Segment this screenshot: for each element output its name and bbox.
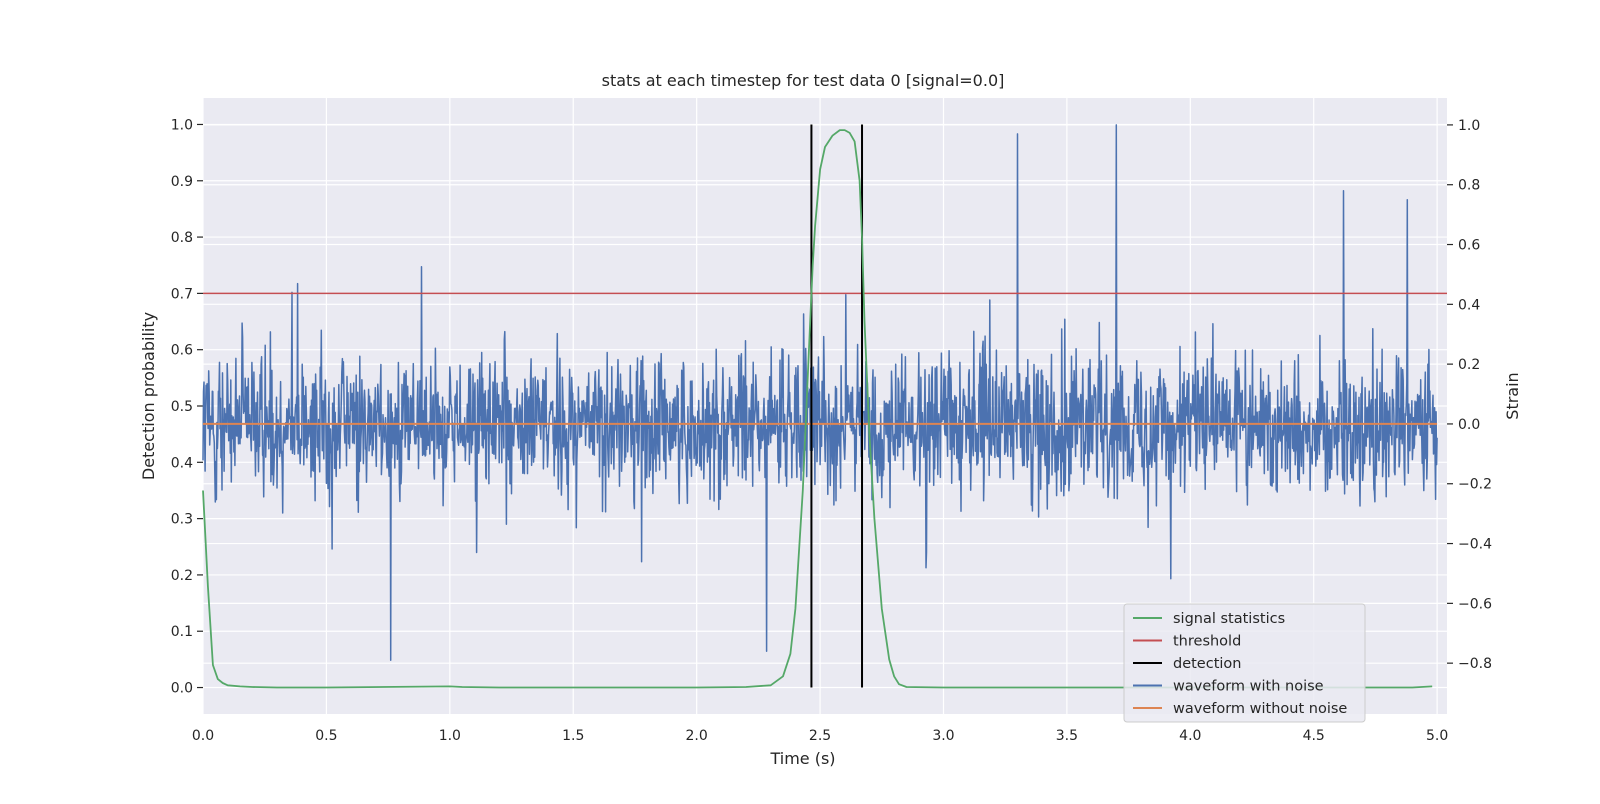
y-left-tick-label: 0.5	[171, 399, 193, 415]
y-right-tick-label: 0.0	[1458, 417, 1480, 433]
y-axis-label-right: Strain	[1503, 372, 1522, 419]
y-left-tick-label: 0.8	[171, 230, 193, 246]
y-right-tick-label: 0.4	[1458, 297, 1480, 313]
y-right-tick-label: −0.8	[1458, 656, 1492, 672]
y-right-tick-label: 0.2	[1458, 357, 1480, 373]
x-tick-label: 4.0	[1179, 728, 1201, 744]
y-left-tick-label: 0.9	[171, 174, 193, 190]
x-tick-label: 3.0	[932, 728, 954, 744]
x-tick-label: 4.5	[1303, 728, 1325, 744]
legend-label: threshold	[1173, 634, 1241, 650]
y-left-tick-label: 1.0	[171, 117, 193, 133]
y-left-tick-label: 0.3	[171, 512, 193, 528]
x-tick-label: 2.0	[686, 728, 708, 744]
series-signal-statistics	[202, 129, 1433, 689]
x-tick-label: 5.0	[1426, 728, 1448, 744]
y-right-tick-label: 0.6	[1458, 238, 1480, 254]
legend: signal statistics threshold detection wavef…	[1123, 603, 1366, 723]
legend-label: detection	[1173, 656, 1241, 672]
legend-label: waveform with noise	[1173, 679, 1324, 695]
y-right-tick-label: −0.2	[1458, 477, 1492, 493]
x-tick-label: 0.5	[315, 728, 337, 744]
series-waveform-with-noise	[202, 124, 1438, 661]
legend-label: signal statistics	[1173, 611, 1285, 627]
x-axis-label: Time (s)	[769, 749, 835, 768]
x-tick-label: 0.0	[192, 728, 214, 744]
x-tick-label: 1.0	[439, 728, 461, 744]
y-left-tick-label: 0.4	[171, 455, 193, 471]
y-left-tick-label: 0.2	[171, 568, 193, 584]
y-right-tick-label: 0.8	[1458, 178, 1480, 194]
y-right-tick-label: −0.6	[1458, 596, 1492, 612]
legend-label: waveform without noise	[1173, 701, 1347, 717]
y-right-tick-label: 1.0	[1458, 118, 1480, 134]
y-left-tick-label: 0.7	[171, 286, 193, 302]
chart-title: stats at each timestep for test data 0 […	[602, 71, 1005, 90]
y-right-tick-label: −0.4	[1458, 537, 1492, 553]
y-left-tick-label: 0.0	[171, 681, 193, 697]
y-axis-label-left: Detection probability	[139, 312, 158, 480]
y-left-tick-label: 0.1	[171, 624, 193, 640]
x-tick-label: 1.5	[562, 728, 584, 744]
legend-box	[1123, 603, 1366, 723]
x-tick-label: 2.5	[809, 728, 831, 744]
grid-lines	[202, 98, 1447, 714]
y-left-tick-label: 0.6	[171, 343, 193, 359]
x-tick-label: 3.5	[1056, 728, 1078, 744]
